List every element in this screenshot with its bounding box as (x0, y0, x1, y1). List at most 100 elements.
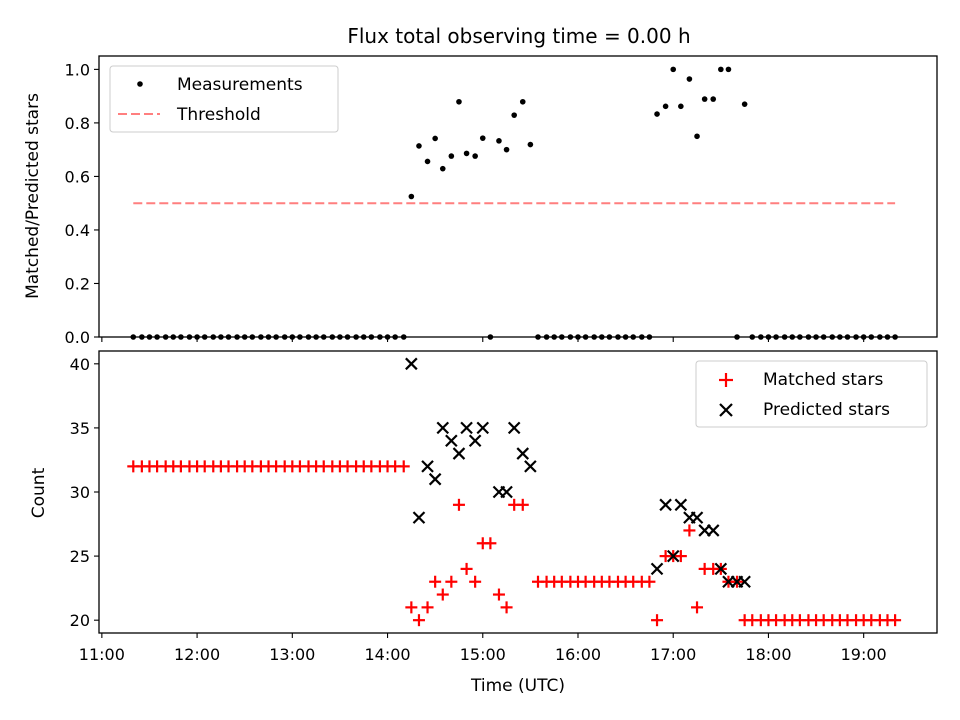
measurement-point (439, 165, 446, 172)
matched-star-point (651, 614, 664, 627)
predicted-star-point (659, 498, 672, 512)
predicted-star-point (738, 575, 751, 589)
bottom-legend: Matched stars Predicted stars (695, 360, 928, 428)
matched-star-point (691, 601, 704, 614)
matched-star-point (452, 498, 465, 511)
predicted-star-point (706, 524, 720, 537)
matched-star-point (492, 588, 505, 601)
top-y-tick-label: 0.6 (65, 167, 90, 186)
top-y-tick-label: 0.8 (65, 114, 90, 133)
matched-star-point (643, 575, 656, 588)
top-axes-frame (98, 55, 938, 338)
legend-label-predicted-stars: Predicted stars (763, 400, 890, 420)
matched-star-point (412, 614, 425, 627)
matched-star-point (516, 498, 529, 511)
predicted-star-point (428, 472, 442, 486)
measurement-point (718, 66, 724, 73)
top-y-tick-label: 1.0 (65, 60, 90, 79)
top-legend-box (109, 65, 339, 133)
predicted-star-point (452, 447, 466, 460)
matched-star-point (397, 460, 410, 473)
bottom-legend-box (695, 360, 928, 428)
measurement-point (654, 111, 660, 117)
measurement-point (496, 138, 502, 144)
measurement-point (710, 96, 717, 102)
bottom-y-axis-label: Count (29, 467, 49, 518)
predicted-star-point (714, 562, 728, 576)
bottom-x-tick-label: 14:00 (364, 645, 410, 664)
legend-marker-matched-stars (719, 373, 733, 387)
measurement-point (678, 103, 684, 110)
measurement-point (670, 66, 677, 73)
matched-star-point (674, 550, 687, 563)
bottom-y-tick-label: 20 (70, 611, 90, 630)
bottom-x-tick-label: 13:00 (269, 645, 315, 664)
matched-star-point (683, 524, 696, 537)
bottom-axes-frame (98, 350, 938, 634)
measurement-point (432, 135, 438, 142)
top-y-ticks: 0.0 0.2 0.4 0.6 0.8 1.0 (65, 60, 99, 347)
predicted-star-point (421, 460, 434, 473)
legend-label-threshold: Threshold (176, 105, 261, 125)
measurement-point (456, 98, 462, 105)
predicted-star-point (524, 460, 537, 473)
measurement-point (701, 96, 708, 102)
bottom-x-tick-label: 11:00 (79, 645, 125, 664)
bottom-x-tick-label: 16:00 (555, 645, 601, 664)
bottom-x-ticks: 11:00 12:00 13:00 14:00 15:00 16:00 17:00 18:00… (79, 633, 887, 664)
measurement-point (472, 153, 478, 159)
measurement-point (503, 146, 510, 153)
predicted-star-point (476, 421, 490, 435)
top-chart-title: Flux total observing time = 0.00 h (347, 24, 690, 48)
measurement-point (662, 103, 669, 110)
measurement-point (448, 153, 455, 159)
top-y-tick-label: 0.0 (65, 328, 90, 347)
bottom-x-tick-label: 15:00 (460, 645, 506, 664)
bottom-x-tick-label: 19:00 (841, 645, 887, 664)
bottom-x-tick-label: 17:00 (650, 645, 696, 664)
measurement-point (725, 66, 732, 73)
matched-star-point (421, 601, 434, 614)
bottom-panel: Count Time (UTC) 20 25 30 35 40 11:00 12:00 13… (29, 350, 938, 696)
predicted-star-point (436, 421, 450, 435)
matched-star-point (484, 537, 497, 550)
predicted-star-point (507, 421, 521, 435)
measurement-point (511, 112, 517, 118)
predicted-star-point (674, 498, 688, 512)
measurement-point (479, 135, 486, 141)
matched-stars-series (127, 460, 902, 627)
matched-star-point (460, 562, 473, 575)
matched-star-point (405, 601, 418, 614)
predicted-stars-series (405, 357, 751, 589)
legend-label-measurements: Measurements (177, 75, 303, 95)
measurement-point (519, 98, 526, 105)
measurement-point (424, 158, 431, 165)
measurement-point (527, 141, 534, 148)
bottom-y-tick-label: 25 (70, 547, 90, 566)
measurement-point (686, 76, 693, 82)
predicted-star-point (500, 485, 513, 499)
predicted-star-point (650, 562, 664, 576)
top-y-tick-label: 0.4 (65, 221, 90, 240)
predicted-star-point (666, 549, 680, 563)
top-panel: Flux total observing time = 0.00 h Match… (23, 24, 938, 347)
bottom-y-ticks: 20 25 30 35 40 (70, 355, 99, 630)
legend-label-matched-stars: Matched stars (763, 370, 883, 390)
predicted-star-point (405, 357, 418, 371)
matched-star-point (889, 614, 902, 627)
matched-star-point (429, 575, 442, 588)
legend-marker-predicted-stars (719, 403, 733, 417)
top-y-axis-label: Matched/Predicted stars (23, 93, 43, 299)
bottom-x-tick-label: 12:00 (174, 645, 220, 664)
measurement-point (741, 101, 748, 107)
matched-star-point (445, 575, 458, 588)
legend-marker-measurements (137, 81, 143, 87)
bottom-y-tick-label: 30 (70, 483, 90, 502)
predicted-star-point (516, 447, 530, 460)
measurement-point (408, 193, 415, 200)
matched-star-point (500, 601, 513, 614)
predicted-star-point (445, 434, 458, 448)
matched-star-point (436, 588, 449, 601)
measurement-point (463, 150, 470, 157)
